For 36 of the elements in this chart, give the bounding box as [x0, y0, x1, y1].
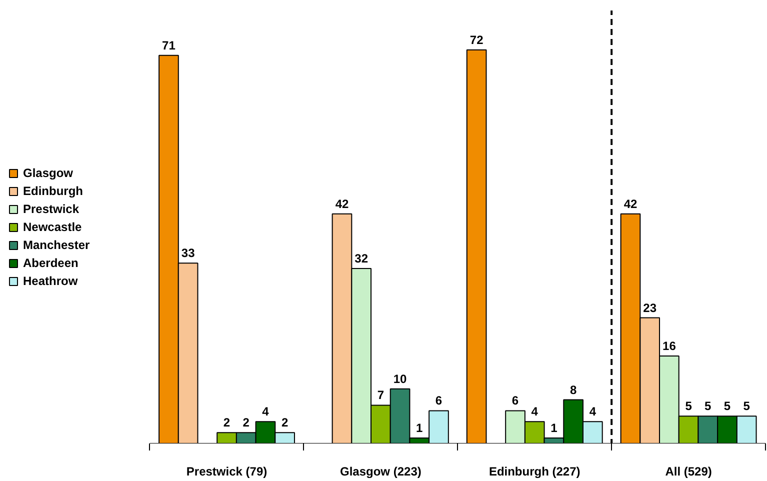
legend-label: Manchester [23, 238, 90, 252]
data-label: 23 [643, 300, 657, 315]
data-label: 10 [393, 372, 408, 386]
legend-label: Aberdeen [23, 256, 78, 270]
legend-label: Glasgow [23, 166, 74, 180]
legend-label: Edinburgh [23, 184, 83, 198]
data-label: 4 [262, 404, 270, 419]
x-tick-label: Prestwick (79) [186, 464, 268, 478]
data-label: 42 [624, 196, 638, 211]
data-label: 32 [354, 252, 368, 266]
data-label: 5 [685, 399, 692, 414]
data-label: 2 [281, 416, 288, 430]
data-label: 2 [242, 416, 250, 430]
x-tick-label: All (529) [665, 464, 712, 478]
legend-label: Prestwick [23, 202, 80, 216]
data-label: 7 [377, 388, 384, 402]
data-label: 71 [162, 38, 176, 52]
data-label: 5 [724, 399, 731, 414]
data-label: 8 [570, 382, 577, 397]
data-label: 1 [550, 421, 558, 436]
data-label: 42 [335, 196, 349, 211]
data-label: 5 [743, 399, 750, 414]
data-label: 16 [662, 339, 676, 354]
data-label: 6 [435, 394, 442, 408]
legend-label: Newcastle [23, 220, 82, 234]
legend-label: Heathrow [23, 274, 78, 288]
data-label: 6 [512, 394, 519, 408]
x-tick-label: Glasgow (223) [340, 464, 422, 478]
data-label: 72 [470, 32, 484, 47]
x-tick-label: Edinburgh (227) [488, 464, 580, 478]
data-label: 33 [181, 246, 196, 260]
data-label: 5 [704, 399, 712, 414]
data-label: 4 [589, 404, 596, 419]
data-label: 1 [416, 421, 424, 436]
data-label: 2 [223, 416, 230, 430]
data-label: 4 [531, 404, 538, 419]
